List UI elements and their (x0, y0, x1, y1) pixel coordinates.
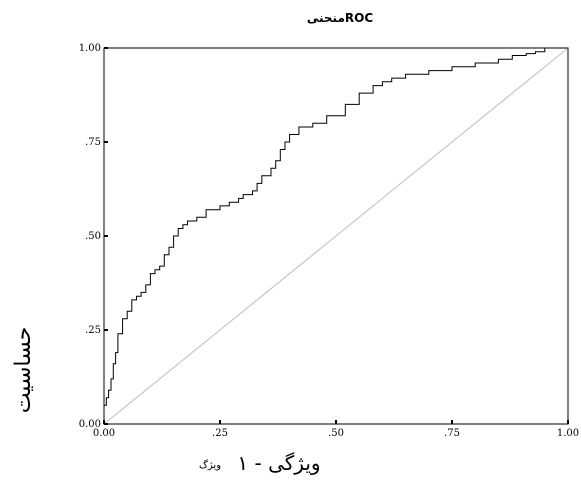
x-tick-label: 1.00 (557, 428, 579, 439)
x-axis-label: ویژگی - ۱ (237, 451, 320, 475)
chart-title: منحنیROC (307, 11, 373, 25)
x-tick-label: .25 (212, 428, 228, 439)
x-tick-label: .50 (328, 428, 344, 439)
y-tick-label: .75 (85, 137, 101, 148)
x-tick-label: .75 (444, 428, 460, 439)
x-tick-label: 0.00 (93, 428, 115, 439)
x-axis-ticks: 0.00 .25 .50 .75 1.00 (93, 420, 579, 439)
roc-curve-line (103, 47, 568, 424)
y-tick-label: 1.00 (79, 43, 101, 54)
y-axis-ticks: 0.00 .25 .50 .75 1.00 (79, 43, 108, 430)
reference-diagonal-line (103, 47, 569, 425)
y-tick-label: 0.00 (79, 419, 101, 430)
y-tick-label: .25 (85, 325, 101, 336)
y-axis-label: حساسیت (11, 327, 36, 414)
y-tick-label: .50 (85, 231, 101, 242)
x-axis-label-small: ویژگ (199, 458, 221, 471)
